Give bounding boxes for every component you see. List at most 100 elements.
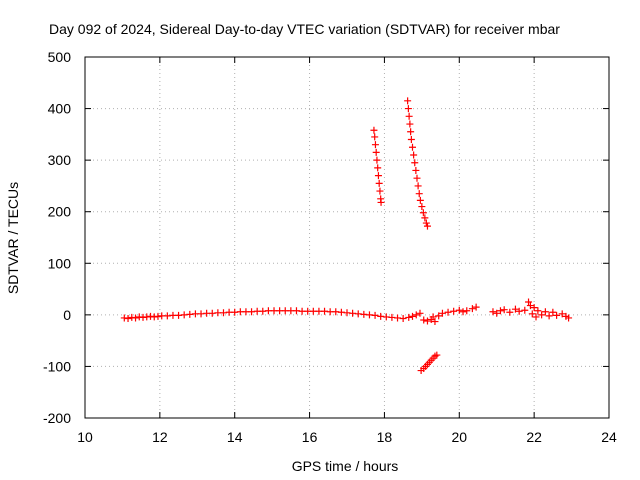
x-axis: 10 12 14 16 18 20 22 24 (77, 57, 617, 445)
data-point (413, 174, 421, 182)
y-tick-label: 100 (48, 255, 72, 271)
y-tick-label: 0 (63, 307, 71, 323)
data-point (399, 314, 407, 322)
data-point (412, 166, 420, 174)
data-point (489, 308, 497, 316)
data-point (377, 198, 385, 206)
x-tick-label: 12 (152, 429, 168, 445)
data-point (405, 313, 413, 321)
data-point (371, 141, 379, 149)
grid-lines (85, 57, 609, 418)
data-point (429, 313, 437, 321)
x-tick-label: 18 (377, 429, 393, 445)
data-point (374, 164, 382, 172)
data-point (132, 314, 140, 322)
data-point (450, 307, 458, 315)
data-point (549, 308, 557, 316)
y-tick-label: 200 (48, 204, 72, 220)
data-point (416, 196, 424, 204)
y-axis: -200 -100 0 100 200 300 400 500 (43, 49, 609, 426)
data-point (506, 308, 514, 316)
data-point (444, 308, 452, 316)
x-tick-label: 14 (227, 429, 243, 445)
data-point (415, 190, 423, 198)
data-point (545, 312, 553, 320)
y-tick-label: -100 (43, 358, 71, 374)
data-point (414, 182, 422, 190)
data-point (525, 298, 533, 306)
data-point (468, 305, 476, 313)
data-point (409, 312, 416, 320)
data-point (411, 159, 419, 167)
y-tick-label: 500 (48, 49, 72, 65)
x-tick-label: 16 (302, 429, 318, 445)
data-point (565, 314, 573, 322)
series-descending-segment (417, 351, 441, 375)
data-point (372, 148, 380, 156)
data-point (404, 105, 412, 113)
y-tick-label: 300 (48, 152, 72, 168)
data-point (515, 307, 523, 315)
data-point (538, 311, 546, 319)
series-baseline (120, 307, 424, 322)
data-point (410, 151, 418, 159)
data-point (374, 172, 382, 180)
data-point (422, 219, 430, 227)
data-point (370, 126, 378, 134)
plot-frame (84, 56, 610, 419)
data-point (500, 306, 508, 314)
data-point (526, 302, 534, 310)
x-tick-label: 24 (601, 429, 617, 445)
data-point (530, 304, 538, 312)
data-point (433, 351, 441, 359)
data-point (416, 309, 424, 317)
data-point (418, 203, 426, 211)
x-tick-label: 20 (451, 429, 467, 445)
chart-title: Day 092 of 2024, Sidereal Day-to-day VTE… (49, 21, 560, 37)
x-tick-label: 10 (77, 429, 93, 445)
data-point (534, 307, 542, 315)
data-point (376, 187, 384, 195)
data-point (528, 310, 536, 318)
data-points (120, 97, 573, 375)
data-point (558, 310, 566, 318)
x-tick-label: 22 (526, 429, 542, 445)
series-late-cluster (420, 298, 573, 326)
data-point (419, 209, 427, 217)
x-axis-label: GPS time / hours (292, 458, 399, 474)
data-point (438, 309, 446, 317)
data-point (371, 311, 379, 319)
series-arc-2 (404, 97, 431, 230)
data-point (521, 306, 529, 314)
y-tick-label: 400 (48, 101, 72, 117)
data-point (553, 311, 561, 319)
data-point (420, 316, 428, 324)
data-point (541, 308, 549, 316)
data-point (423, 222, 431, 230)
data-point (431, 318, 439, 326)
data-point (435, 312, 443, 320)
y-tick-label: -200 (43, 410, 71, 426)
data-point (375, 179, 383, 187)
series-arc-1 (370, 126, 385, 206)
data-point (371, 133, 379, 141)
y-axis-label: SDTVAR / TECUs (5, 182, 21, 294)
data-point (532, 313, 540, 321)
data-point (407, 128, 415, 136)
data-point (373, 156, 381, 164)
data-point (493, 309, 501, 317)
data-point (459, 308, 467, 316)
data-point (407, 136, 415, 144)
data-point (405, 112, 413, 120)
data-point (406, 120, 414, 128)
data-point (511, 305, 519, 313)
data-point (421, 214, 429, 222)
data-point (423, 317, 431, 325)
data-point (455, 306, 463, 314)
data-point (124, 314, 132, 322)
data-point (463, 307, 471, 315)
data-point (496, 307, 504, 315)
data-point (472, 303, 480, 311)
